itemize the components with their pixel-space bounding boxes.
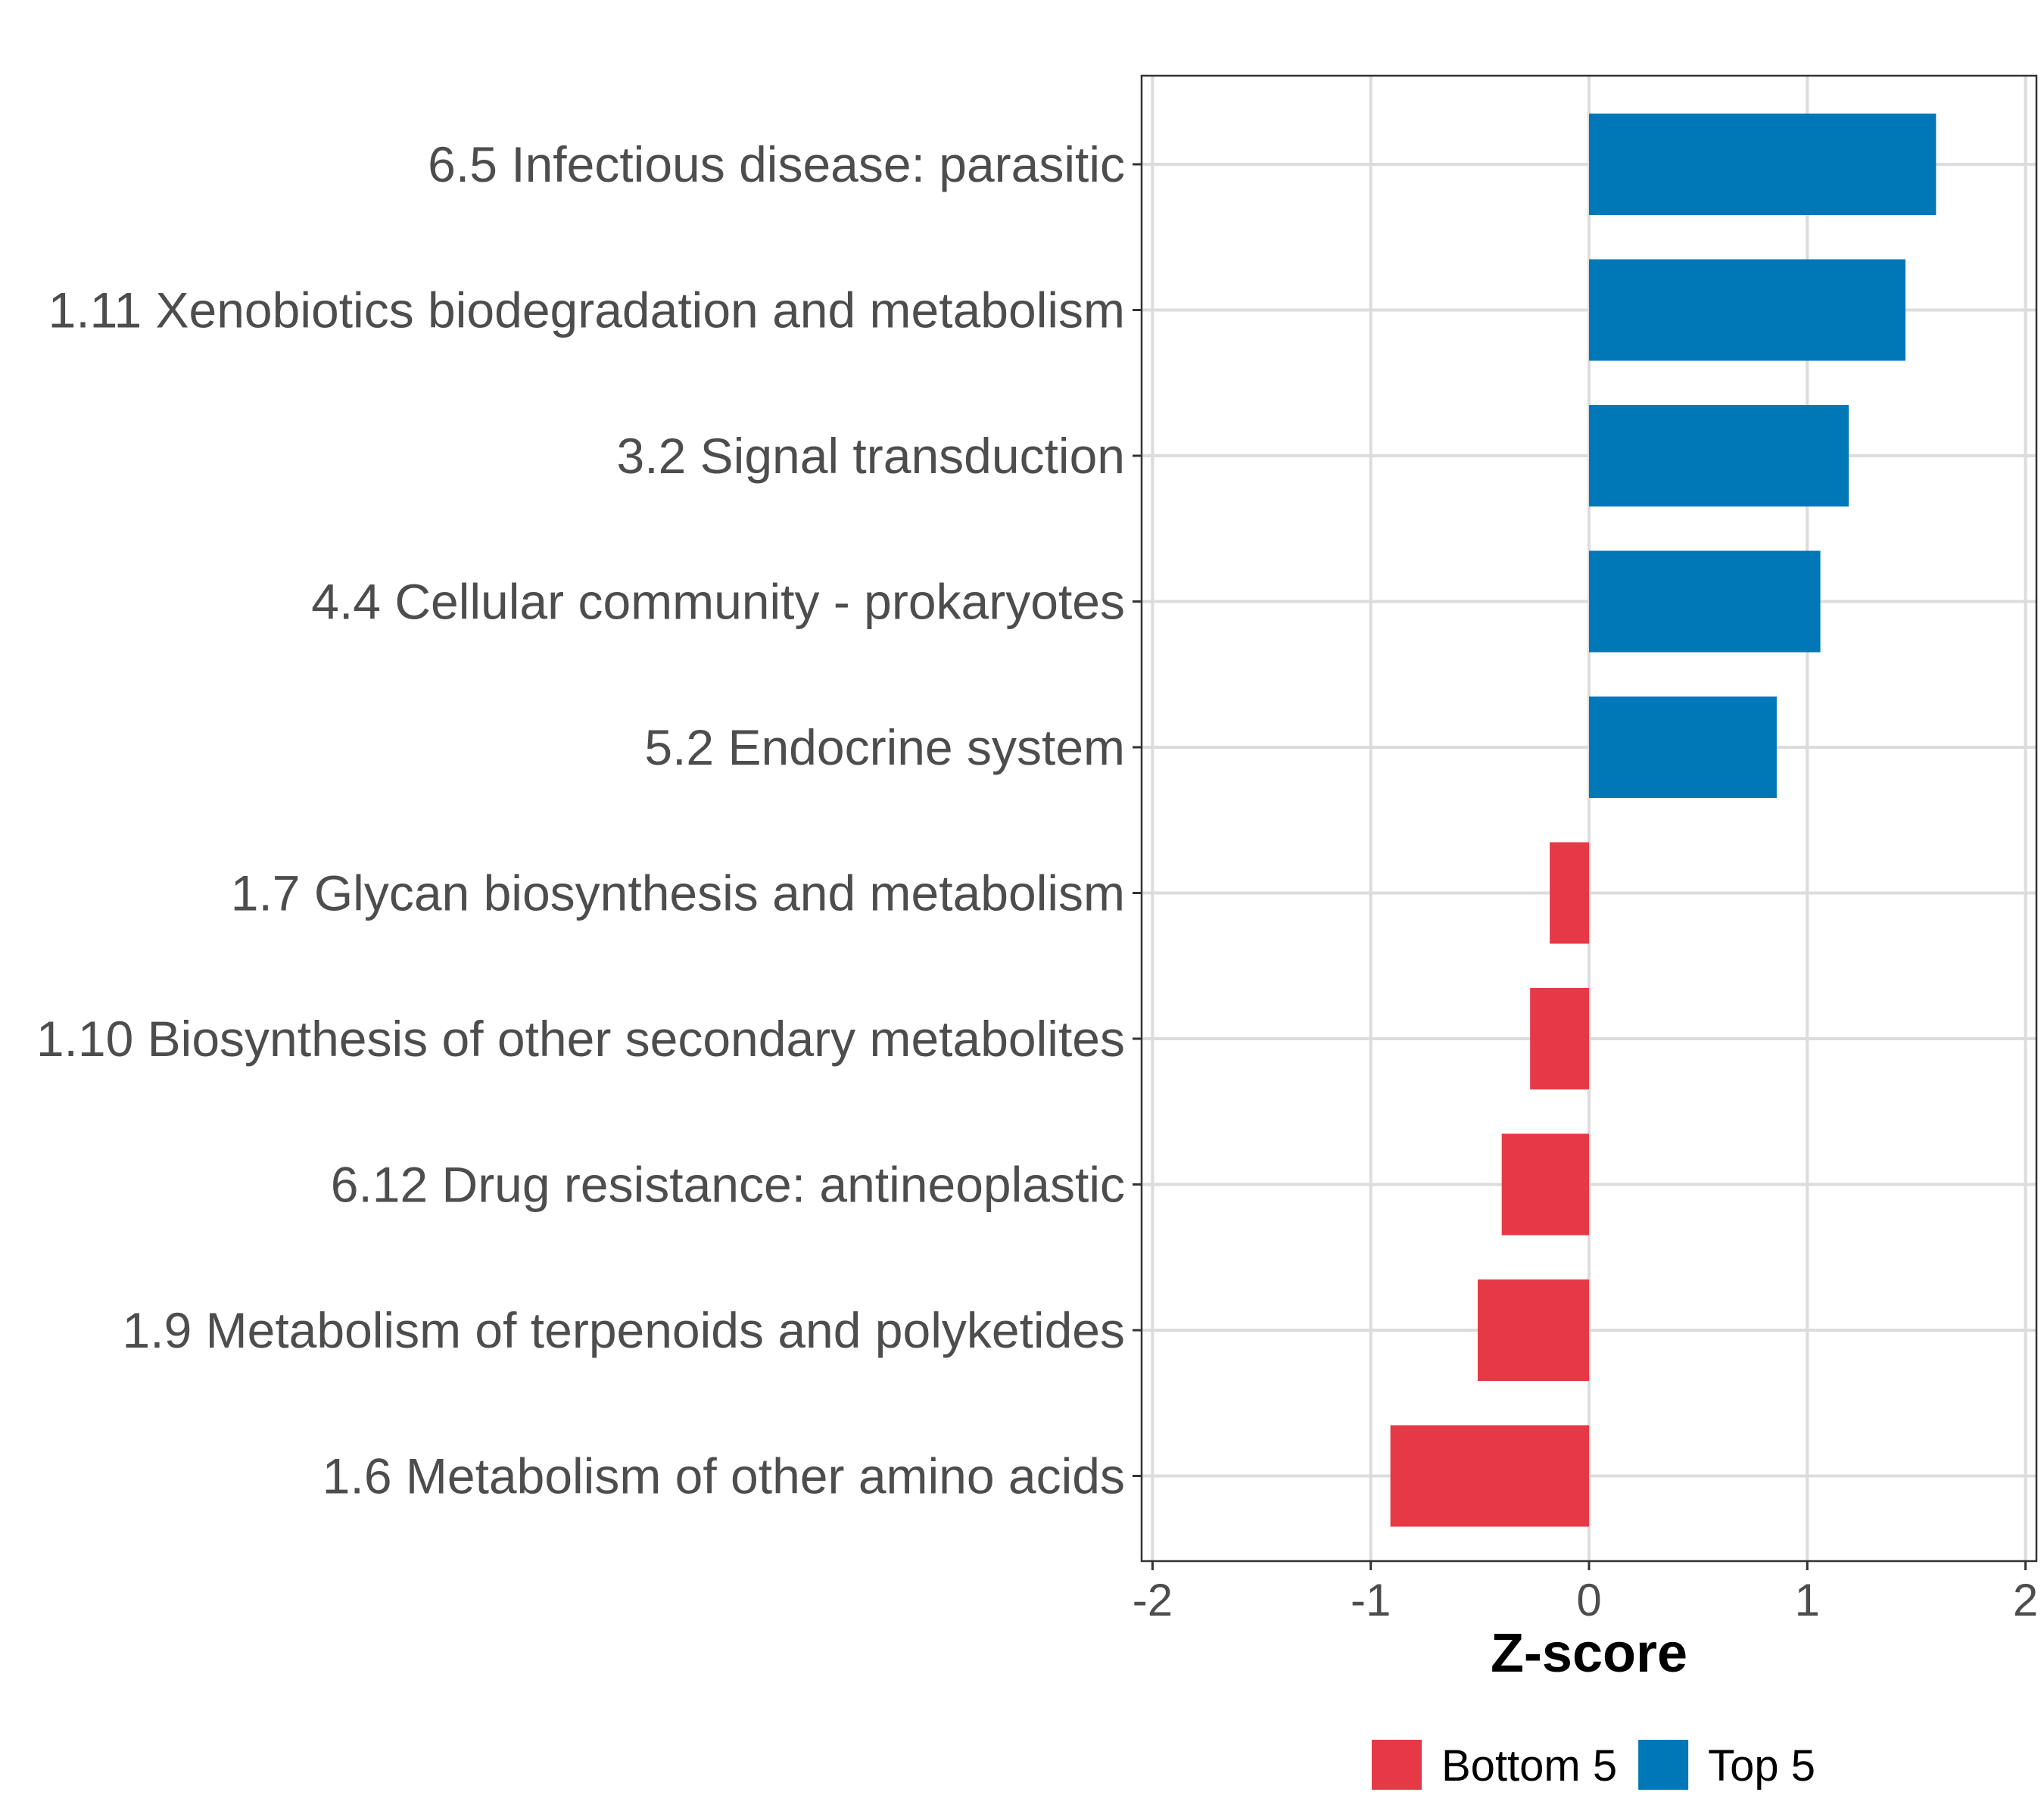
y-tick-label: 1.7 Glycan biosynthesis and metabolism [231, 865, 1125, 921]
x-tick-label: 1 [1795, 1575, 1820, 1625]
legend-key [1638, 1740, 1689, 1790]
y-tick-label: 1.9 Metabolism of terpenoids and polyket… [123, 1302, 1125, 1358]
x-axis: -2 -1 0 1 2 [1133, 1561, 2038, 1625]
x-tick-label: 2 [2013, 1575, 2038, 1625]
y-tick-label: 5.2 Endocrine system [644, 719, 1125, 775]
y-tick-label: 6.5 Infectious disease: parasitic [428, 136, 1125, 192]
bar [1589, 550, 1821, 653]
y-tick-label: 3.2 Signal transduction [617, 428, 1125, 484]
legend-key [1372, 1740, 1422, 1790]
bar [1589, 259, 1906, 361]
y-tick-label: 1.6 Metabolism of other amino acids [322, 1448, 1125, 1504]
legend-label: Top 5 [1708, 1741, 1815, 1791]
bars [1390, 114, 1937, 1527]
bar [1589, 114, 1937, 215]
bar [1501, 1133, 1589, 1236]
x-tick-label: 0 [1576, 1575, 1601, 1625]
y-tick-label: 4.4 Cellular community - prokaryotes [311, 574, 1125, 630]
bar [1550, 842, 1589, 944]
y-tick-label: 1.10 Biosynthesis of other secondary met… [36, 1011, 1125, 1067]
y-tick-label: 6.12 Drug resistance: antineoplastic [331, 1157, 1125, 1213]
x-tick-label: -1 [1351, 1575, 1391, 1625]
bar [1589, 405, 1849, 506]
y-axis: 6.5 Infectious disease: parasitic 1.11 Xe… [36, 136, 1142, 1504]
bar [1390, 1425, 1589, 1527]
bar [1589, 697, 1777, 798]
bar [1477, 1279, 1589, 1381]
legend-label: Bottom 5 [1441, 1741, 1617, 1791]
x-axis-title: Z-score [1491, 1623, 1687, 1684]
x-tick-label: -2 [1133, 1575, 1173, 1625]
y-tick-label: 1.11 Xenobiotics biodegradation and meta… [48, 282, 1125, 338]
legend: Bottom 5 Top 5 [1372, 1740, 1815, 1791]
bar [1530, 988, 1589, 1089]
